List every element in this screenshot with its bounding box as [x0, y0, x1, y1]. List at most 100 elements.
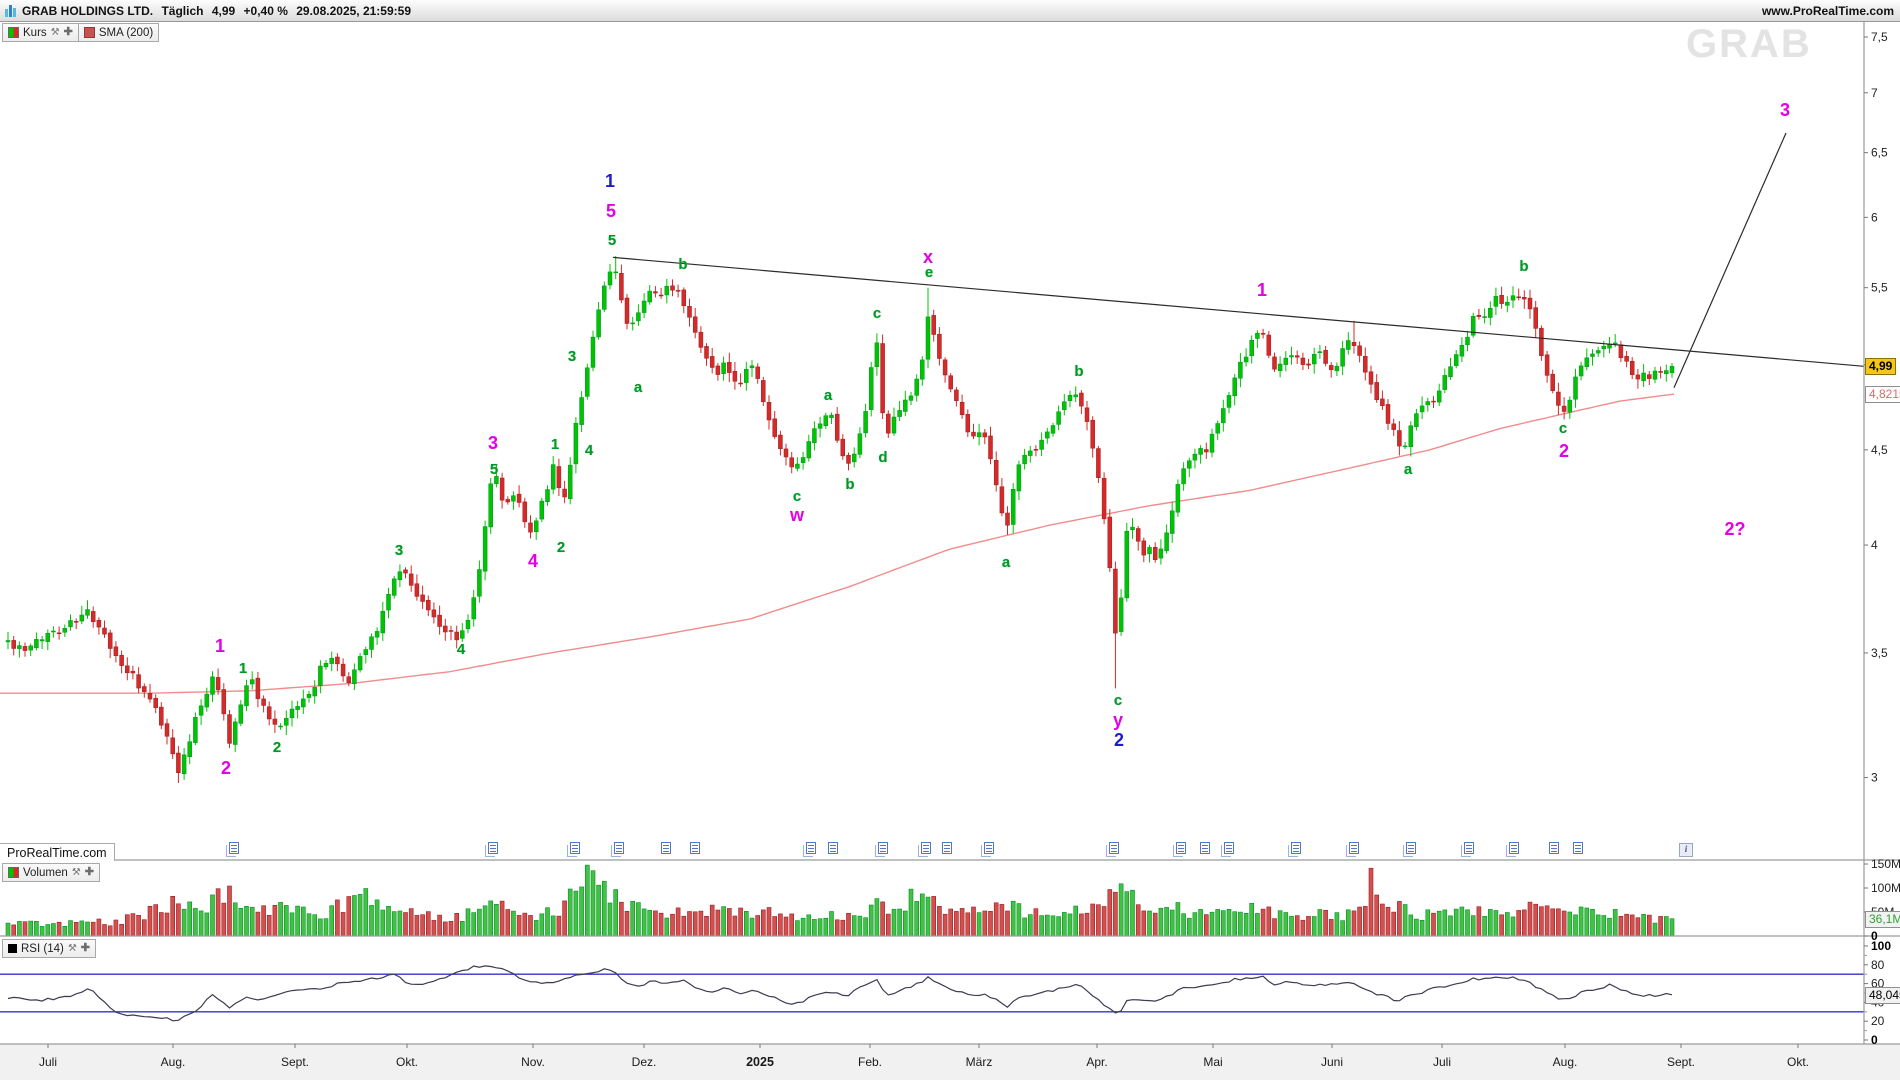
wave-label-d[interactable]: d — [878, 448, 888, 466]
wave-label-a[interactable]: a — [1403, 460, 1413, 478]
price-legend-row: Kurs ⚒ ✚ SMA (200) — [2, 23, 160, 42]
wave-label-1[interactable]: 1 — [604, 171, 616, 192]
axis-tick-label: 100M — [1871, 881, 1900, 895]
wave-label-4[interactable]: 4 — [584, 441, 594, 459]
wave-label-c[interactable]: c — [792, 487, 802, 505]
wrench-icon[interactable]: ⚒ — [67, 942, 77, 954]
wave-label-c[interactable]: c — [1558, 419, 1568, 437]
news-document-icon[interactable] — [1291, 842, 1301, 854]
rsi-label: RSI (14) — [21, 942, 64, 955]
sma-200-line — [0, 393, 1675, 694]
axis-tick-label: 4 — [1871, 538, 1878, 552]
axis-tick-label: 20 — [1871, 1014, 1885, 1028]
news-document-icon[interactable] — [1176, 842, 1186, 854]
chart-title: GRAB HOLDINGS LTD. Täglich 4,99 +0,40 % … — [22, 4, 416, 18]
kurs-legend-chip[interactable]: Kurs ⚒ ✚ — [2, 23, 79, 42]
news-document-icon[interactable] — [984, 842, 994, 854]
wave-label-b[interactable]: b — [678, 255, 688, 273]
volume-series — [5, 864, 1675, 937]
news-document-icon[interactable] — [942, 842, 952, 854]
descending-trendline[interactable] — [612, 256, 1865, 367]
wave-label-b[interactable]: b — [1519, 257, 1529, 275]
news-document-icon[interactable] — [828, 842, 838, 854]
time-axis-label: Nov. — [521, 1055, 545, 1069]
news-document-icon[interactable] — [570, 842, 580, 854]
news-document-icon[interactable] — [1109, 842, 1119, 854]
add-indicator-icon[interactable]: ✚ — [84, 866, 94, 878]
news-document-icon[interactable] — [690, 842, 700, 854]
news-document-icon[interactable] — [1549, 842, 1559, 854]
news-document-icon[interactable] — [921, 842, 931, 854]
news-document-icon[interactable] — [1464, 842, 1474, 854]
wrench-icon[interactable]: ⚒ — [71, 866, 81, 878]
time-axis-label: 2025 — [746, 1055, 774, 1069]
wave-label-w[interactable]: w — [789, 505, 805, 526]
wave-label-1[interactable]: 1 — [550, 435, 560, 453]
time-axis-label: Aug. — [1553, 1055, 1578, 1069]
wave-label-e[interactable]: e — [924, 263, 934, 281]
wave-label-a[interactable]: a — [823, 386, 833, 404]
news-document-icon[interactable] — [878, 842, 888, 854]
wave-label-b[interactable]: b — [1074, 362, 1084, 380]
wave-label-2[interactable]: 2 — [556, 538, 566, 556]
wave-label-x[interactable]: x — [922, 247, 934, 268]
volume-legend-chip[interactable]: Volumen ⚒ ✚ — [2, 863, 100, 882]
axis-tick-label: 7,5 — [1871, 30, 1888, 44]
wave-label-a[interactable]: a — [633, 378, 643, 396]
candles-swatch-icon — [8, 27, 19, 38]
wave-label-y[interactable]: y — [1112, 710, 1124, 731]
wave-label-5[interactable]: 5 — [605, 201, 617, 222]
change-percent: +0,40 % — [243, 3, 288, 18]
instrument-name: GRAB HOLDINGS LTD. — [22, 3, 154, 18]
time-axis-label: Okt. — [396, 1055, 418, 1069]
sma-legend-chip[interactable]: SMA (200) — [78, 23, 160, 42]
wave-label-2[interactable]: 2? — [1724, 519, 1746, 540]
add-indicator-icon[interactable]: ✚ — [80, 942, 91, 954]
wave-label-2[interactable]: 2 — [272, 738, 282, 756]
news-document-icon[interactable] — [488, 842, 498, 854]
news-document-icon[interactable] — [1509, 842, 1519, 854]
wave-label-3[interactable]: 3 — [567, 347, 577, 365]
news-document-icon[interactable] — [1406, 842, 1416, 854]
prorealtime-branding: ProRealTime.com — [0, 843, 115, 861]
news-document-icon[interactable] — [661, 842, 671, 854]
wave-label-2[interactable]: 2 — [220, 758, 232, 779]
wave-label-5[interactable]: 5 — [607, 231, 617, 249]
wave-label-c[interactable]: c — [1113, 691, 1123, 709]
wave-label-3[interactable]: 3 — [394, 541, 404, 559]
wave-label-1[interactable]: 1 — [214, 636, 226, 657]
wave-label-4[interactable]: 4 — [527, 551, 539, 572]
info-icon[interactable]: i — [1679, 843, 1693, 857]
axis-tick-label: 150M — [1871, 857, 1900, 871]
news-document-icon[interactable] — [1573, 842, 1583, 854]
wave-label-1[interactable]: 1 — [1256, 280, 1268, 301]
wave-label-4[interactable]: 4 — [456, 640, 466, 658]
candlestick-series — [5, 256, 1675, 783]
news-document-icon[interactable] — [1349, 842, 1359, 854]
time-axis-label: Aug. — [161, 1055, 186, 1069]
time-axis[interactable]: Juli Aug. Sept. Okt. Nov. Dez. 2025 Feb. März Apr… — [39, 1044, 1809, 1069]
news-document-icon[interactable] — [229, 842, 239, 854]
wave-label-1[interactable]: 1 — [238, 659, 248, 677]
time-axis-label: Juni — [1321, 1055, 1343, 1069]
wave-label-3[interactable]: 3 — [487, 433, 499, 454]
wrench-icon[interactable]: ⚒ — [50, 26, 60, 38]
wave3-projection-line[interactable] — [1673, 132, 1787, 388]
rsi-legend-chip[interactable]: RSI (14) ⚒ ✚ — [2, 939, 97, 958]
wave-label-c[interactable]: c — [872, 304, 882, 322]
wave-label-3[interactable]: 3 — [1779, 100, 1791, 121]
news-document-icon[interactable] — [614, 842, 624, 854]
wave-label-5[interactable]: 5 — [489, 460, 499, 478]
wave-label-b[interactable]: b — [845, 475, 855, 493]
wave-label-2[interactable]: 2 — [1113, 730, 1125, 751]
axis-tick-label: 80 — [1871, 958, 1885, 972]
news-document-icon[interactable] — [1224, 842, 1234, 854]
website-link[interactable]: www.ProRealTime.com — [1761, 3, 1894, 18]
add-indicator-icon[interactable]: ✚ — [63, 26, 73, 38]
news-document-icon[interactable] — [806, 842, 816, 854]
wave-label-a[interactable]: a — [1001, 553, 1011, 571]
volume-label: Volumen — [23, 866, 68, 879]
wave-label-2[interactable]: 2 — [1558, 441, 1570, 462]
news-document-icon[interactable] — [1200, 842, 1210, 854]
